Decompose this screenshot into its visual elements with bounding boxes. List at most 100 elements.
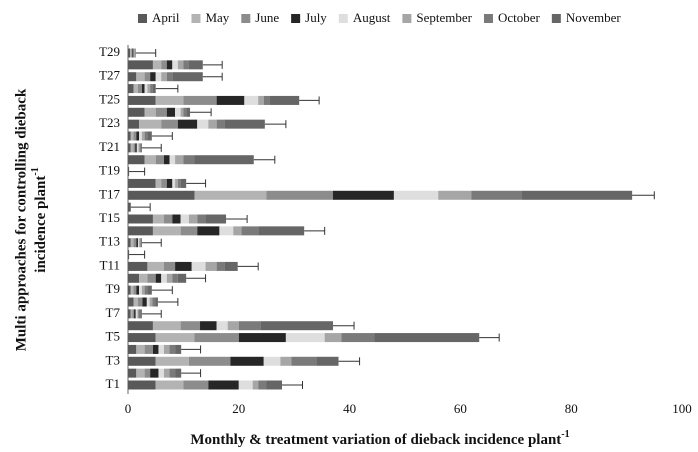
bar-segment xyxy=(144,107,156,117)
bar-segment xyxy=(130,285,134,295)
error-bar xyxy=(282,381,304,389)
bar-segment xyxy=(177,273,187,283)
error-bar xyxy=(130,203,151,212)
bar-segment xyxy=(155,72,162,82)
legend-swatch xyxy=(402,14,412,23)
error-bar xyxy=(155,84,179,93)
bar-segment xyxy=(144,155,156,165)
error-bar xyxy=(202,72,223,81)
bar-segment xyxy=(128,48,131,58)
bar-segment xyxy=(175,344,182,354)
bar-segment xyxy=(128,285,131,295)
error-bar xyxy=(186,274,207,283)
bar-segment xyxy=(133,48,135,58)
bar-segment xyxy=(183,107,187,117)
bar-segment xyxy=(233,226,242,236)
bar-segment xyxy=(332,190,394,200)
bar-segment xyxy=(155,333,195,343)
bar-segment xyxy=(166,107,176,117)
bar-segment xyxy=(161,273,167,283)
y-tick-label: T11 xyxy=(100,257,120,272)
bar-segment xyxy=(188,60,203,70)
x-axis-title-text: Monthly & treatment variation of dieback… xyxy=(190,432,561,448)
bar-segment xyxy=(133,297,138,307)
bar-segment xyxy=(183,155,195,165)
bar-segment xyxy=(150,72,156,82)
legend-swatch xyxy=(138,14,147,23)
bar-segment xyxy=(128,167,130,177)
bar-segment xyxy=(141,131,145,141)
bar-segment xyxy=(133,84,138,94)
bar-segment xyxy=(155,155,165,165)
bar-segment xyxy=(164,214,173,224)
bar-segment xyxy=(130,143,134,153)
bar-segment xyxy=(205,261,217,271)
x-tick-label: 40 xyxy=(343,401,356,416)
bar-segment xyxy=(139,131,142,141)
bar-segment xyxy=(316,356,339,366)
bar-segment xyxy=(238,321,261,331)
error-bar xyxy=(479,333,500,342)
bar-segment xyxy=(152,84,156,94)
bar-segment xyxy=(130,309,133,319)
bar-segment xyxy=(144,84,148,94)
bar-segment xyxy=(155,95,184,105)
legend-label: November xyxy=(566,10,622,25)
bar-segment xyxy=(188,356,231,366)
bar-segment xyxy=(144,285,148,295)
bar-segment xyxy=(132,48,134,58)
bar-segment xyxy=(152,214,165,224)
bar-segment xyxy=(238,333,286,343)
bar-segment xyxy=(135,309,138,319)
bar-segment xyxy=(128,309,131,319)
bar-segment xyxy=(169,344,176,354)
bar-segment xyxy=(137,309,139,319)
y-tick-label: T9 xyxy=(106,281,120,296)
error-bar xyxy=(253,155,276,164)
bar-segment xyxy=(175,178,178,188)
bar-segment xyxy=(136,72,145,82)
bar-segment xyxy=(258,95,264,105)
bar-segment xyxy=(194,155,254,165)
bar-segment xyxy=(241,226,259,236)
bar-segment xyxy=(155,107,167,117)
error-bar xyxy=(141,143,162,152)
bar-segment xyxy=(175,107,181,117)
bar-segment xyxy=(134,48,136,58)
bar-segment xyxy=(269,95,300,105)
bar-segment xyxy=(194,190,267,200)
bar-segment xyxy=(155,178,162,188)
bar-segment xyxy=(164,261,176,271)
error-bar xyxy=(338,357,361,366)
bar-segment xyxy=(134,48,135,58)
bar-segment xyxy=(137,84,142,94)
bar-segment xyxy=(128,72,137,82)
bar-segment xyxy=(172,72,203,82)
bar-segment xyxy=(141,285,145,295)
error-bar xyxy=(332,321,355,330)
bar-segment xyxy=(227,321,239,331)
y-tick-label: T25 xyxy=(99,91,120,106)
y-axis-title: Multi approaches for controlling dieback… xyxy=(13,88,49,351)
y-axis-title-text: incidence plant xyxy=(33,176,49,273)
error-bar xyxy=(157,298,179,306)
bar-segment xyxy=(180,226,198,236)
bar-segment xyxy=(147,285,152,295)
bar-segment xyxy=(324,333,342,343)
bar-segment xyxy=(260,321,333,331)
bar-segment xyxy=(128,333,156,343)
bar-segment xyxy=(438,190,472,200)
bar-segment xyxy=(136,285,140,295)
legend-label: May xyxy=(205,10,229,25)
bar-segment xyxy=(144,344,153,354)
bar-segment xyxy=(172,60,178,70)
legend-swatch xyxy=(338,14,348,23)
y-tick-label: T29 xyxy=(99,44,120,59)
bar-segment xyxy=(134,309,136,319)
bar-segment xyxy=(188,214,198,224)
bar-segment xyxy=(136,238,138,248)
bar-segment xyxy=(164,344,170,354)
legend-label: October xyxy=(498,10,541,25)
legend-label: July xyxy=(305,10,327,25)
